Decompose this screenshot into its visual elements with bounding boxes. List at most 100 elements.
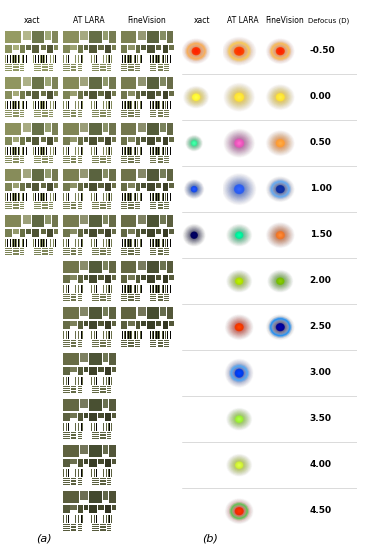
Bar: [128, 229, 135, 234]
Bar: [71, 202, 77, 203]
Bar: [92, 162, 99, 163]
Ellipse shape: [195, 50, 198, 52]
Bar: [150, 55, 151, 63]
Bar: [12, 55, 13, 63]
Bar: [140, 147, 141, 155]
Ellipse shape: [194, 49, 198, 53]
Ellipse shape: [237, 49, 242, 53]
Bar: [122, 55, 123, 63]
Ellipse shape: [192, 141, 197, 145]
Bar: [128, 248, 134, 249]
Bar: [103, 261, 108, 270]
Bar: [150, 239, 151, 247]
Bar: [42, 248, 48, 249]
Ellipse shape: [192, 187, 196, 191]
Bar: [71, 205, 77, 206]
Bar: [107, 250, 111, 251]
Bar: [63, 160, 70, 161]
Bar: [121, 183, 127, 191]
Ellipse shape: [233, 138, 245, 148]
Bar: [78, 342, 82, 343]
Bar: [124, 285, 125, 293]
Bar: [16, 147, 17, 155]
Bar: [6, 31, 21, 43]
Bar: [167, 261, 173, 273]
Ellipse shape: [237, 233, 241, 237]
Bar: [42, 67, 48, 68]
Bar: [156, 101, 157, 109]
Ellipse shape: [236, 48, 243, 54]
Bar: [84, 321, 88, 326]
Ellipse shape: [192, 142, 196, 145]
Ellipse shape: [236, 416, 243, 422]
Bar: [49, 64, 53, 65]
Ellipse shape: [278, 187, 283, 191]
Bar: [130, 55, 131, 63]
Bar: [84, 229, 88, 234]
Ellipse shape: [237, 95, 242, 100]
Bar: [63, 478, 70, 479]
Ellipse shape: [236, 279, 242, 284]
Bar: [92, 342, 99, 343]
Bar: [150, 158, 156, 159]
Bar: [109, 515, 110, 523]
Ellipse shape: [191, 186, 198, 192]
Bar: [13, 70, 19, 72]
Bar: [22, 192, 23, 201]
Bar: [91, 469, 92, 477]
Bar: [109, 399, 116, 411]
Bar: [55, 239, 56, 247]
Bar: [50, 101, 51, 109]
Bar: [13, 45, 20, 50]
Bar: [78, 528, 82, 529]
Ellipse shape: [237, 325, 242, 329]
Ellipse shape: [237, 463, 242, 467]
Bar: [75, 331, 76, 339]
Bar: [107, 528, 111, 529]
Bar: [49, 158, 53, 159]
Bar: [63, 344, 70, 345]
Bar: [65, 147, 66, 155]
Bar: [107, 64, 111, 65]
Bar: [147, 261, 159, 273]
Bar: [164, 202, 169, 203]
Ellipse shape: [191, 232, 198, 239]
Ellipse shape: [236, 278, 242, 284]
Bar: [40, 137, 46, 142]
Bar: [78, 340, 82, 341]
Bar: [54, 183, 59, 188]
Bar: [150, 66, 156, 67]
Ellipse shape: [194, 95, 198, 99]
Ellipse shape: [276, 323, 284, 331]
Bar: [147, 307, 159, 319]
Bar: [63, 158, 70, 159]
Bar: [63, 208, 70, 209]
Ellipse shape: [279, 50, 282, 53]
Bar: [128, 346, 134, 347]
Ellipse shape: [190, 232, 198, 239]
Bar: [75, 285, 76, 293]
Bar: [135, 206, 140, 207]
Bar: [78, 250, 82, 251]
Ellipse shape: [277, 324, 283, 330]
Bar: [156, 45, 162, 50]
Bar: [128, 204, 134, 205]
Ellipse shape: [191, 141, 197, 146]
Bar: [65, 469, 66, 477]
Bar: [82, 239, 83, 247]
Bar: [20, 162, 24, 163]
Bar: [63, 423, 64, 431]
Bar: [128, 162, 134, 163]
Bar: [159, 331, 160, 339]
Bar: [35, 160, 41, 161]
Bar: [128, 156, 134, 157]
Bar: [169, 183, 174, 188]
Bar: [63, 252, 70, 253]
Ellipse shape: [194, 50, 198, 53]
Bar: [35, 114, 41, 115]
Ellipse shape: [194, 189, 195, 190]
Ellipse shape: [234, 184, 245, 194]
Bar: [32, 123, 44, 135]
Bar: [158, 110, 163, 111]
Ellipse shape: [237, 141, 241, 145]
